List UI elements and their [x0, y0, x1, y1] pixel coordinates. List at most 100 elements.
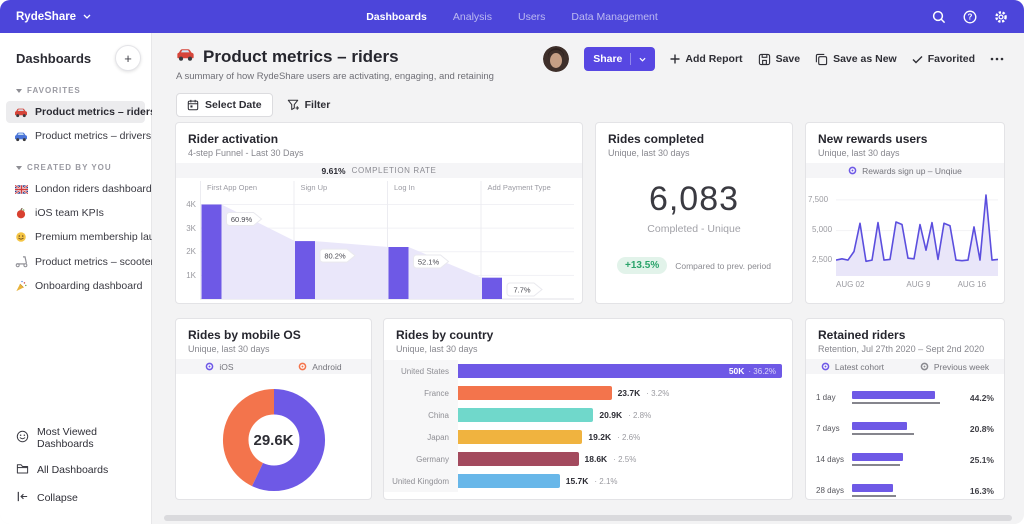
bar-pct: · 2.8%	[628, 410, 652, 420]
latest-cohort-bar[interactable]	[852, 483, 893, 492]
svg-text:52.1%: 52.1%	[418, 258, 440, 267]
card-subtitle: Unique, last 30 days	[608, 148, 690, 158]
nav-data-management[interactable]: Data Management	[571, 10, 658, 23]
country-bar[interactable]: 50K · 36.2%	[458, 364, 782, 378]
country-bar[interactable]	[458, 430, 583, 444]
chevron-down-icon	[639, 57, 646, 62]
svg-text:Log In: Log In	[394, 183, 415, 192]
legend-latest-cohort[interactable]: Latest cohort	[821, 362, 884, 372]
sidebar-title: Dashboards	[16, 50, 92, 66]
svg-text:60.9%: 60.9%	[231, 215, 253, 224]
donut-svg	[222, 388, 325, 492]
svg-text:7.7%: 7.7%	[513, 286, 530, 295]
nav-users[interactable]: Users	[517, 10, 546, 23]
card-title: Rider activation	[188, 132, 279, 146]
favorited-button[interactable]: Favorited	[912, 53, 975, 65]
filter-toolbar: Select Date Filter	[176, 93, 1004, 117]
sidebar-item-product-metrics-riders[interactable]: Product metrics – riders	[6, 101, 156, 123]
red-car-icon	[14, 107, 28, 118]
legend-android[interactable]: Android	[298, 362, 342, 372]
most-viewed-dashboards-link[interactable]: Most Viewed Dashboards	[0, 420, 151, 456]
country-bar[interactable]	[458, 474, 560, 488]
collapse-sidebar-button[interactable]: Collapse	[0, 484, 151, 512]
apple-icon	[14, 207, 28, 219]
country-label: United States	[400, 366, 449, 376]
latest-cohort-bar[interactable]	[852, 390, 936, 399]
copy-icon	[815, 53, 828, 65]
plus-icon	[670, 54, 680, 64]
sidebar-item-london-riders[interactable]: London riders dashboard	[6, 178, 152, 200]
retention-pct: 20.8%	[969, 423, 994, 434]
sidebar-item-product-metrics-drivers[interactable]: Product metrics – drivers	[6, 125, 151, 147]
previous-week-bar[interactable]	[852, 463, 901, 466]
bar-pct: · 2.5%	[613, 454, 637, 464]
page-title: Product metrics – riders	[203, 47, 399, 66]
funnel-svg: First App Open 60.9% Sign Up 80.2% Log In 52.…	[200, 181, 574, 300]
save-as-new-button[interactable]: Save as New	[815, 53, 897, 66]
legend-ios[interactable]: iOS	[205, 362, 234, 372]
country-bar[interactable]	[458, 452, 579, 466]
delta-note: Compared to prev. period	[675, 260, 771, 271]
sidebar-item-product-metrics-scooters[interactable]: Product metrics – scooters	[6, 250, 159, 273]
card-subtitle: Unique, last 30 days	[188, 344, 270, 354]
latest-cohort-bar[interactable]	[852, 452, 903, 461]
select-date-button[interactable]: Select Date	[176, 93, 273, 117]
avatar[interactable]	[543, 46, 570, 72]
top-nav: RydeShare Dashboards Analysis Users Data…	[0, 0, 1024, 33]
previous-week-bar[interactable]	[852, 432, 915, 435]
previous-week-bar[interactable]	[852, 494, 897, 497]
sidebar-item-ios-kpis[interactable]: iOS team KPIs	[6, 202, 145, 224]
legend-previous-week[interactable]: Previous week	[920, 362, 989, 372]
caret-down-icon	[16, 165, 22, 170]
check-icon	[912, 55, 923, 63]
primary-nav: Dashboards Analysis Users Data Managemen…	[366, 11, 658, 23]
calendar-icon	[187, 99, 199, 111]
radio-icon	[298, 362, 307, 371]
bar-pct: · 2.6%	[617, 432, 641, 442]
all-dashboards-link[interactable]: All Dashboards	[0, 456, 151, 484]
new-dashboard-button[interactable]: +	[115, 45, 141, 71]
section-created-by-you[interactable]: CREATED BY YOU	[16, 163, 135, 172]
add-report-button[interactable]: Add Report	[670, 53, 743, 65]
bar-value: 20.9K	[599, 410, 623, 420]
svg-text:Sign Up: Sign Up	[301, 183, 328, 192]
retention-row: 1 day 44.2%	[816, 382, 994, 413]
card-title: Rides completed	[608, 132, 705, 146]
nav-dashboards[interactable]: Dashboards	[366, 10, 427, 23]
legend-rewards-signup[interactable]: Rewards sign up – Unqiue	[848, 166, 962, 176]
svg-text:First App Open: First App Open	[207, 183, 257, 192]
country-label: United Kingdom	[392, 476, 449, 486]
latest-cohort-bar[interactable]	[852, 421, 908, 430]
smiley-outline-icon	[16, 430, 29, 446]
settings-gear-icon[interactable]	[994, 10, 1008, 24]
help-icon[interactable]: ?	[963, 10, 977, 24]
bar-value: 15.7K	[565, 476, 589, 486]
nav-analysis[interactable]: Analysis	[452, 10, 492, 23]
horizontal-scrollbar[interactable]	[164, 515, 1012, 521]
country-bar[interactable]	[458, 408, 594, 422]
party-popper-icon	[14, 280, 28, 292]
header-actions: Share Add Report Save Save as New	[543, 46, 1004, 72]
nav-icons: ?	[932, 10, 1008, 24]
filter-button[interactable]: Filter	[287, 99, 330, 111]
radio-icon	[920, 362, 929, 371]
smiley-icon	[14, 231, 28, 243]
retention-bar-chart: 1 day 44.2% 7 days 20.8% 14 days 25.1% 28 days…	[816, 382, 994, 506]
filter-funnel-icon	[287, 99, 299, 111]
red-car-icon	[176, 47, 195, 67]
previous-week-bar[interactable]	[852, 401, 941, 404]
section-favorites[interactable]: FAVORITES	[16, 86, 135, 95]
retention-label: 1 day	[816, 393, 836, 402]
more-options-button[interactable]	[990, 57, 1004, 61]
country-bar[interactable]	[458, 386, 612, 400]
sidebar-item-onboarding[interactable]: Onboarding dashboard	[6, 275, 145, 297]
sidebar-item-premium-launch[interactable]: Premium membership launch	[6, 226, 172, 248]
uk-flag-icon	[14, 184, 28, 194]
share-button[interactable]: Share	[584, 47, 656, 71]
workspace-switcher[interactable]: RydeShare	[16, 11, 91, 23]
retention-pct: 25.1%	[969, 454, 994, 465]
page-subtitle: A summary of how RydeShare users are act…	[176, 71, 494, 82]
search-icon[interactable]	[932, 10, 946, 24]
save-button[interactable]: Save	[758, 53, 800, 66]
